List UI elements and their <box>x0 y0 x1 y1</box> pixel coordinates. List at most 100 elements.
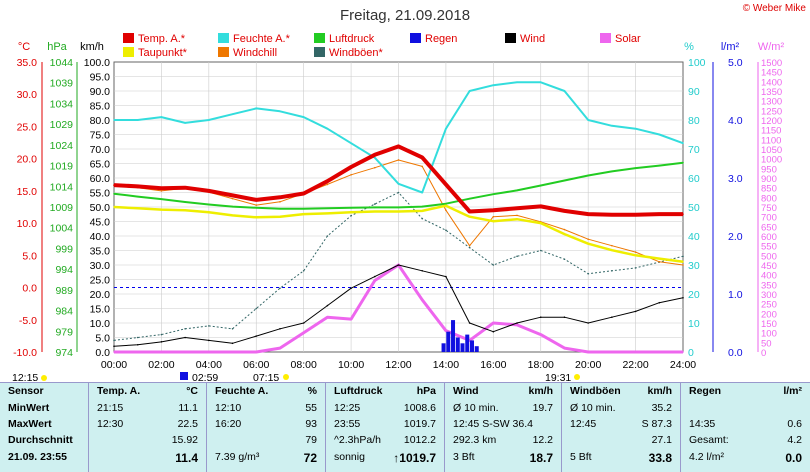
time-tick: 24:00 <box>670 359 696 371</box>
data-point <box>373 203 376 205</box>
solar-tick: 1000 <box>761 155 782 166</box>
data-point <box>421 191 424 194</box>
time-tick: 16:00 <box>480 359 506 371</box>
data-point <box>373 210 376 213</box>
table-column: Wind km/h Ø 10 min. 19.7 12:45 S-SW 36.4 292.… <box>444 383 561 472</box>
data-point <box>587 272 589 275</box>
rain-bar <box>446 331 451 352</box>
legend-swatch <box>600 33 611 43</box>
moon-icon <box>180 372 188 380</box>
data-point <box>539 205 542 208</box>
data-point <box>563 179 566 182</box>
data-point <box>255 204 258 206</box>
table-cell: sonnig <box>334 451 365 463</box>
data-point <box>445 183 447 186</box>
data-point <box>350 207 352 209</box>
data-point <box>587 322 589 324</box>
data-point <box>279 207 281 210</box>
data-point <box>373 279 376 282</box>
table-cell: ^2.3hPa/h <box>334 434 381 446</box>
data-point <box>658 351 661 353</box>
solar-unit: W/m² <box>758 41 785 53</box>
data-point <box>516 207 518 210</box>
data-point <box>492 84 495 86</box>
data-point <box>492 322 495 324</box>
data-point <box>516 218 518 221</box>
data-point <box>302 322 305 324</box>
wind-tick: 5.0 <box>95 333 110 345</box>
data-point <box>184 336 186 339</box>
table-cell: ↑1019.7 <box>393 451 436 465</box>
press-tick: 999 <box>55 243 73 255</box>
data-point <box>255 216 258 219</box>
table-cell: 12:45 <box>570 418 597 430</box>
data-point <box>611 270 613 272</box>
table-cell: l/m² <box>783 385 802 397</box>
data-point <box>255 207 258 209</box>
table-cell: S 87.3 <box>641 418 672 430</box>
temp-tick: 0.0 <box>22 283 37 295</box>
data-point <box>516 189 518 192</box>
rain-bar <box>469 340 474 352</box>
solar-tick: 850 <box>761 184 777 195</box>
wind-tick: 90.0 <box>90 86 111 98</box>
table-column: Temp. A. °C 21:15 11.1 12:30 22.5 15.92 11.4 <box>88 383 206 472</box>
data-point <box>113 192 115 195</box>
press-tick: 979 <box>55 326 73 338</box>
press-tick: 1019 <box>50 161 74 173</box>
data-point <box>587 242 589 245</box>
data-point <box>563 90 566 92</box>
press-tick: 1039 <box>50 78 74 90</box>
temp-tick: -5.0 <box>19 315 37 327</box>
data-point <box>136 195 139 198</box>
solar-tick: 50 <box>761 338 772 349</box>
data-point <box>563 233 566 235</box>
wind-tick: 10.0 <box>90 318 111 330</box>
data-point <box>160 187 163 190</box>
press-tick: 1004 <box>50 223 74 235</box>
solar-tick: 550 <box>761 242 777 253</box>
time-tick: 12:00 <box>385 359 411 371</box>
data-point <box>611 125 613 127</box>
wind-tick: 80.0 <box>90 115 111 127</box>
solar-tick: 200 <box>761 309 777 320</box>
temp-tick: 15.0 <box>17 186 38 198</box>
data-point <box>611 351 613 353</box>
data-point <box>539 184 542 187</box>
table-cell: 21.09. 23:55 <box>8 451 67 463</box>
solar-tick: 150 <box>761 319 777 330</box>
data-point <box>279 347 281 349</box>
legend-swatch <box>505 33 516 43</box>
data-point <box>326 316 329 319</box>
data-point <box>208 325 210 327</box>
data-point <box>231 214 234 217</box>
hum-tick: 40 <box>688 231 700 243</box>
data-point <box>397 210 400 213</box>
data-point <box>136 185 139 188</box>
table-cell: 27.1 <box>651 434 672 446</box>
data-point <box>136 343 139 346</box>
data-point <box>160 341 163 343</box>
press-tick: 1044 <box>50 57 74 69</box>
data-point <box>231 194 234 197</box>
table-cell: 12:45 S-SW 36.4 <box>453 418 533 430</box>
table-column: Feuchte A.% 12:10 55 16:20 93 79 7.39 g/m³ 72 <box>206 383 325 472</box>
table-cell: 12:10 <box>215 402 242 414</box>
sun-mark: 07:15 <box>253 372 279 382</box>
table-cell: 19.7 <box>532 402 553 414</box>
legend-swatch <box>123 33 134 43</box>
solar-tick: 1050 <box>761 145 782 156</box>
solar-tick: 1500 <box>761 58 782 69</box>
data-point <box>445 202 447 205</box>
legend-label: Taupunkt* <box>138 47 188 59</box>
data-point <box>611 213 613 216</box>
data-point <box>279 196 281 199</box>
data-point <box>302 116 305 118</box>
table-column: Regen l/m² 14:35 0.6 Gesamt: 4.2 4.2 l/m² 0.0 <box>680 383 810 472</box>
time-tick: 00:00 <box>101 359 127 371</box>
data-point <box>231 113 234 115</box>
table-cell: Ø 10 min. <box>570 402 616 414</box>
data-point <box>634 254 637 257</box>
data-point <box>326 183 329 186</box>
solar-tick: 300 <box>761 290 777 301</box>
